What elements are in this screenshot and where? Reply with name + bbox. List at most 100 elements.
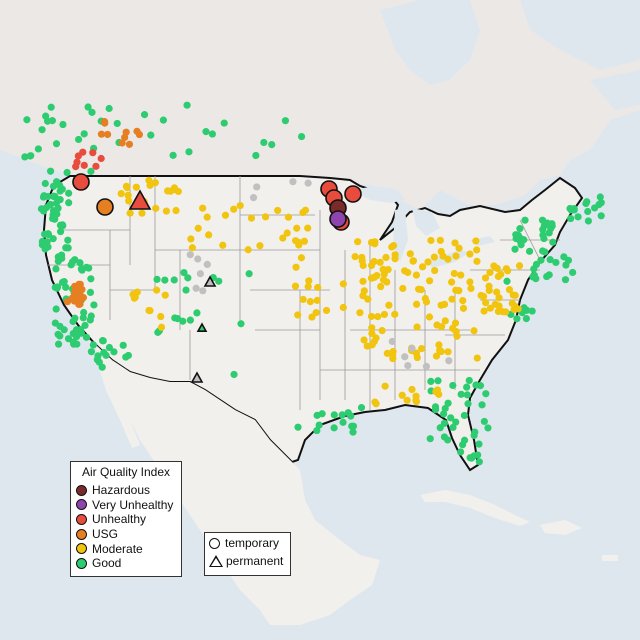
moderate-marker — [167, 187, 175, 195]
moderate-marker — [367, 312, 376, 321]
moderate-marker — [339, 280, 347, 288]
moderate-marker — [412, 271, 421, 279]
good-marker — [90, 301, 98, 309]
good-marker — [427, 377, 435, 385]
good-marker — [564, 256, 573, 264]
good-marker — [522, 315, 530, 323]
moderate-marker — [452, 252, 460, 260]
good-marker — [56, 332, 64, 340]
good-marker — [547, 225, 555, 233]
moderate-marker — [451, 319, 460, 327]
good-marker — [186, 316, 194, 324]
moderate-marker — [451, 239, 459, 247]
good-marker — [480, 417, 488, 426]
good-marker — [468, 454, 476, 462]
good-marker — [503, 277, 511, 285]
moderate-marker — [123, 183, 131, 192]
moderate-marker — [368, 329, 376, 338]
good-marker — [27, 152, 35, 160]
moderate-marker — [510, 305, 518, 314]
usg-marker — [76, 296, 84, 304]
moderate-marker — [391, 255, 399, 263]
good-marker — [543, 272, 551, 281]
no-data-marker — [196, 270, 204, 278]
good-marker — [21, 153, 29, 161]
good-marker — [193, 309, 201, 317]
hazardous-swatch-icon — [76, 484, 87, 496]
moderate-marker — [437, 301, 445, 309]
good-marker — [294, 423, 302, 431]
good-marker — [444, 399, 452, 407]
moderate-marker — [421, 294, 429, 303]
canada-landmass — [0, 0, 640, 210]
good-marker — [87, 348, 96, 356]
good-marker — [584, 217, 593, 225]
good-marker — [484, 424, 492, 432]
moderate-marker — [247, 214, 256, 222]
moderate-marker — [495, 294, 503, 302]
arctic-water — [520, 0, 640, 70]
moderate-marker — [359, 277, 367, 285]
no-data-marker — [388, 337, 396, 346]
no-data-marker — [253, 183, 261, 191]
good-marker — [59, 120, 67, 129]
moderate-marker — [432, 387, 440, 396]
good-marker — [431, 406, 440, 414]
good-marker — [52, 265, 60, 273]
good-marker — [475, 440, 483, 448]
moderate-marker — [459, 304, 468, 312]
good-marker — [44, 243, 52, 251]
usg-marker — [75, 280, 83, 288]
moderate-marker — [495, 302, 503, 310]
no-data-marker — [203, 260, 211, 269]
good-marker — [478, 401, 486, 409]
good-marker — [105, 104, 113, 113]
good-marker — [470, 431, 478, 440]
good-marker — [86, 316, 94, 324]
moderate-marker — [508, 299, 516, 307]
moderate-marker — [370, 257, 378, 266]
moderate-marker — [494, 272, 502, 281]
good-marker — [34, 145, 42, 153]
good-marker — [552, 258, 560, 267]
good-marker — [76, 259, 84, 267]
moderate-marker — [427, 236, 435, 245]
good-marker — [476, 382, 485, 390]
good-marker — [237, 320, 245, 328]
usg-marker — [122, 128, 130, 136]
moderate-marker — [406, 250, 414, 258]
moderate-marker — [437, 347, 445, 356]
good-marker — [530, 271, 538, 279]
good-marker — [528, 307, 536, 315]
moderate-marker — [138, 209, 146, 217]
good-marker — [54, 340, 63, 348]
good-marker — [185, 148, 193, 156]
good-marker — [567, 214, 575, 223]
mexico-landmass — [112, 360, 380, 625]
very-unhealthy-large-marker — [329, 210, 347, 228]
good-marker — [595, 200, 603, 209]
monitor-type-legend: temporary permanent — [204, 532, 291, 576]
good-marker — [153, 275, 161, 283]
good-marker — [88, 108, 96, 116]
moderate-marker — [322, 306, 331, 315]
good-marker — [349, 422, 358, 430]
good-marker — [44, 230, 52, 238]
moderate-marker — [230, 205, 238, 213]
good-marker — [159, 116, 167, 124]
good-marker — [82, 333, 91, 341]
moderate-marker — [391, 310, 399, 318]
good-marker — [80, 130, 88, 138]
hudson-bay — [380, 0, 480, 85]
moderate-marker — [372, 400, 380, 408]
good-marker — [517, 241, 525, 249]
good-marker — [447, 414, 455, 422]
good-marker — [582, 199, 590, 208]
moderate-marker — [297, 254, 306, 262]
good-marker — [113, 119, 121, 128]
good-marker — [596, 193, 604, 201]
good-marker — [525, 247, 534, 255]
good-marker — [180, 268, 188, 277]
moderate-marker — [293, 224, 301, 232]
moderate-marker — [494, 307, 502, 316]
